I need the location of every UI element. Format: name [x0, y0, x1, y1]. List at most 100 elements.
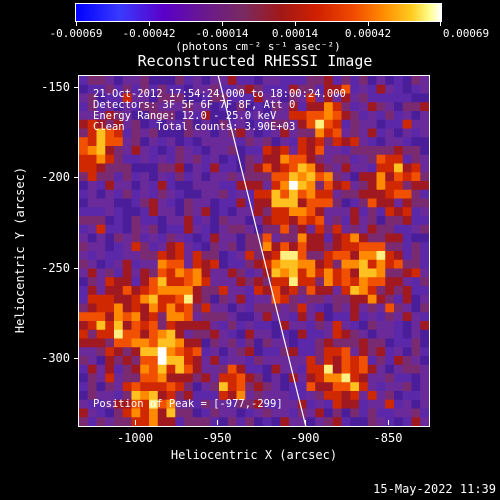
heatmap-cell: [105, 347, 115, 357]
heatmap-cell: [420, 329, 429, 339]
colorbar-tick: [368, 21, 369, 26]
heatmap-cell: [306, 303, 316, 313]
heatmap-cell: [219, 233, 229, 243]
heatmap-cell: [394, 102, 404, 112]
heatmap-cell: [114, 172, 124, 182]
heatmap-cell: [420, 216, 429, 226]
heatmap-cell: [192, 207, 202, 217]
heatmap-cell: [122, 216, 132, 226]
heatmap-cell: [219, 286, 229, 296]
heatmap-cell: [315, 224, 325, 234]
heatmap-cell: [367, 242, 377, 252]
heatmap-cell: [219, 312, 229, 322]
heatmap-cell: [359, 382, 369, 392]
heatmap-cell: [184, 76, 194, 86]
heatmap-cell: [96, 172, 106, 182]
heatmap-cell: [175, 111, 185, 121]
heatmap-cell: [122, 347, 132, 357]
heatmap-cell: [166, 128, 176, 138]
heatmap-cell: [140, 259, 150, 269]
y-tick: [74, 87, 79, 88]
heatmap-cell: [166, 242, 176, 252]
detectors: Detectors: 3F 5F 6F 7F 8F, Att 0: [93, 99, 296, 111]
heatmap-cell: [271, 189, 281, 199]
heatmap-cell: [402, 338, 412, 348]
heatmap-cell: [184, 251, 194, 261]
heatmap-cell: [157, 146, 167, 156]
heatmap-cell: [79, 312, 89, 322]
heatmap-cell: [201, 268, 211, 278]
heatmap-cell: [402, 216, 412, 226]
heatmap-cell: [131, 163, 141, 173]
heatmap-cell: [402, 102, 412, 112]
heatmap-cell: [359, 224, 369, 234]
heatmap-cell: [289, 391, 299, 401]
heatmap-cell: [210, 102, 220, 112]
heatmap-cell: [96, 119, 106, 129]
heatmap-cell: [87, 189, 97, 199]
heatmap-cell: [367, 163, 377, 173]
heatmap-cell: [184, 137, 194, 147]
heatmap-cell: [420, 181, 429, 191]
heatmap-cell: [350, 356, 360, 366]
heatmap-cell: [315, 373, 325, 383]
heatmap-cell: [271, 286, 281, 296]
heatmap-cell: [324, 373, 334, 383]
heatmap-cell: [245, 216, 255, 226]
heatmap-cell: [324, 111, 334, 121]
heatmap-cell: [227, 84, 237, 94]
heatmap-cell: [175, 207, 185, 217]
heatmap-cell: [114, 382, 124, 392]
heatmap-cell: [359, 347, 369, 357]
heatmap-cell: [192, 277, 202, 287]
heatmap-cell: [131, 84, 141, 94]
heatmap-cell: [131, 338, 141, 348]
heatmap-cell: [332, 259, 342, 269]
colorbar-tick-label: -0.00069: [49, 27, 103, 40]
heatmap-cell: [192, 364, 202, 374]
heatmap-cell: [280, 417, 290, 426]
heatmap-cell: [280, 251, 290, 261]
heatmap-cell: [341, 76, 351, 86]
heatmap-cell: [280, 163, 290, 173]
heatmap-cell: [341, 119, 351, 129]
heatmap-cell: [140, 111, 150, 121]
limb-line: [217, 76, 307, 426]
heatmap-cell: [201, 294, 211, 304]
heatmap-cell: [350, 364, 360, 374]
heatmap-cell: [166, 321, 176, 331]
heatmap-cell: [411, 321, 421, 331]
heatmap-cell: [131, 216, 141, 226]
heatmap-cell: [96, 329, 106, 339]
heatmap-cell: [210, 391, 220, 401]
heatmap-cell: [96, 111, 106, 121]
heatmap-cell: [359, 408, 369, 418]
heatmap-cell: [376, 163, 386, 173]
heatmap-cell: [175, 347, 185, 357]
colorbar-tick-label: 0.00042: [344, 27, 392, 40]
heatmap-cell: [324, 277, 334, 287]
heatmap-cell: [122, 321, 132, 331]
heatmap-cell: [219, 154, 229, 164]
heatmap-cell: [149, 216, 159, 226]
x-axis-title: Heliocentric X (arcsec): [170, 448, 338, 462]
heatmap-cell: [394, 119, 404, 129]
colorbar-tick-label: 0.00014: [271, 27, 319, 40]
heatmap-cell: [262, 277, 272, 287]
heatmap-cell: [402, 189, 412, 199]
heatmap-cell: [175, 93, 185, 103]
heatmap-cell: [87, 137, 97, 147]
heatmap-cell: [359, 216, 369, 226]
heatmap-cell: [122, 382, 132, 392]
heatmap-cell: [87, 119, 97, 129]
heatmap-cell: [227, 347, 237, 357]
heatmap-cell: [402, 382, 412, 392]
heatmap-cell: [280, 216, 290, 226]
heatmap-cell: [315, 321, 325, 331]
heatmap-cell: [157, 189, 167, 199]
heatmap-cell: [79, 163, 89, 173]
heatmap-cell: [210, 294, 220, 304]
heatmap-cell: [105, 84, 115, 94]
heatmap-cell: [96, 382, 106, 392]
heatmap-cell: [192, 119, 202, 129]
